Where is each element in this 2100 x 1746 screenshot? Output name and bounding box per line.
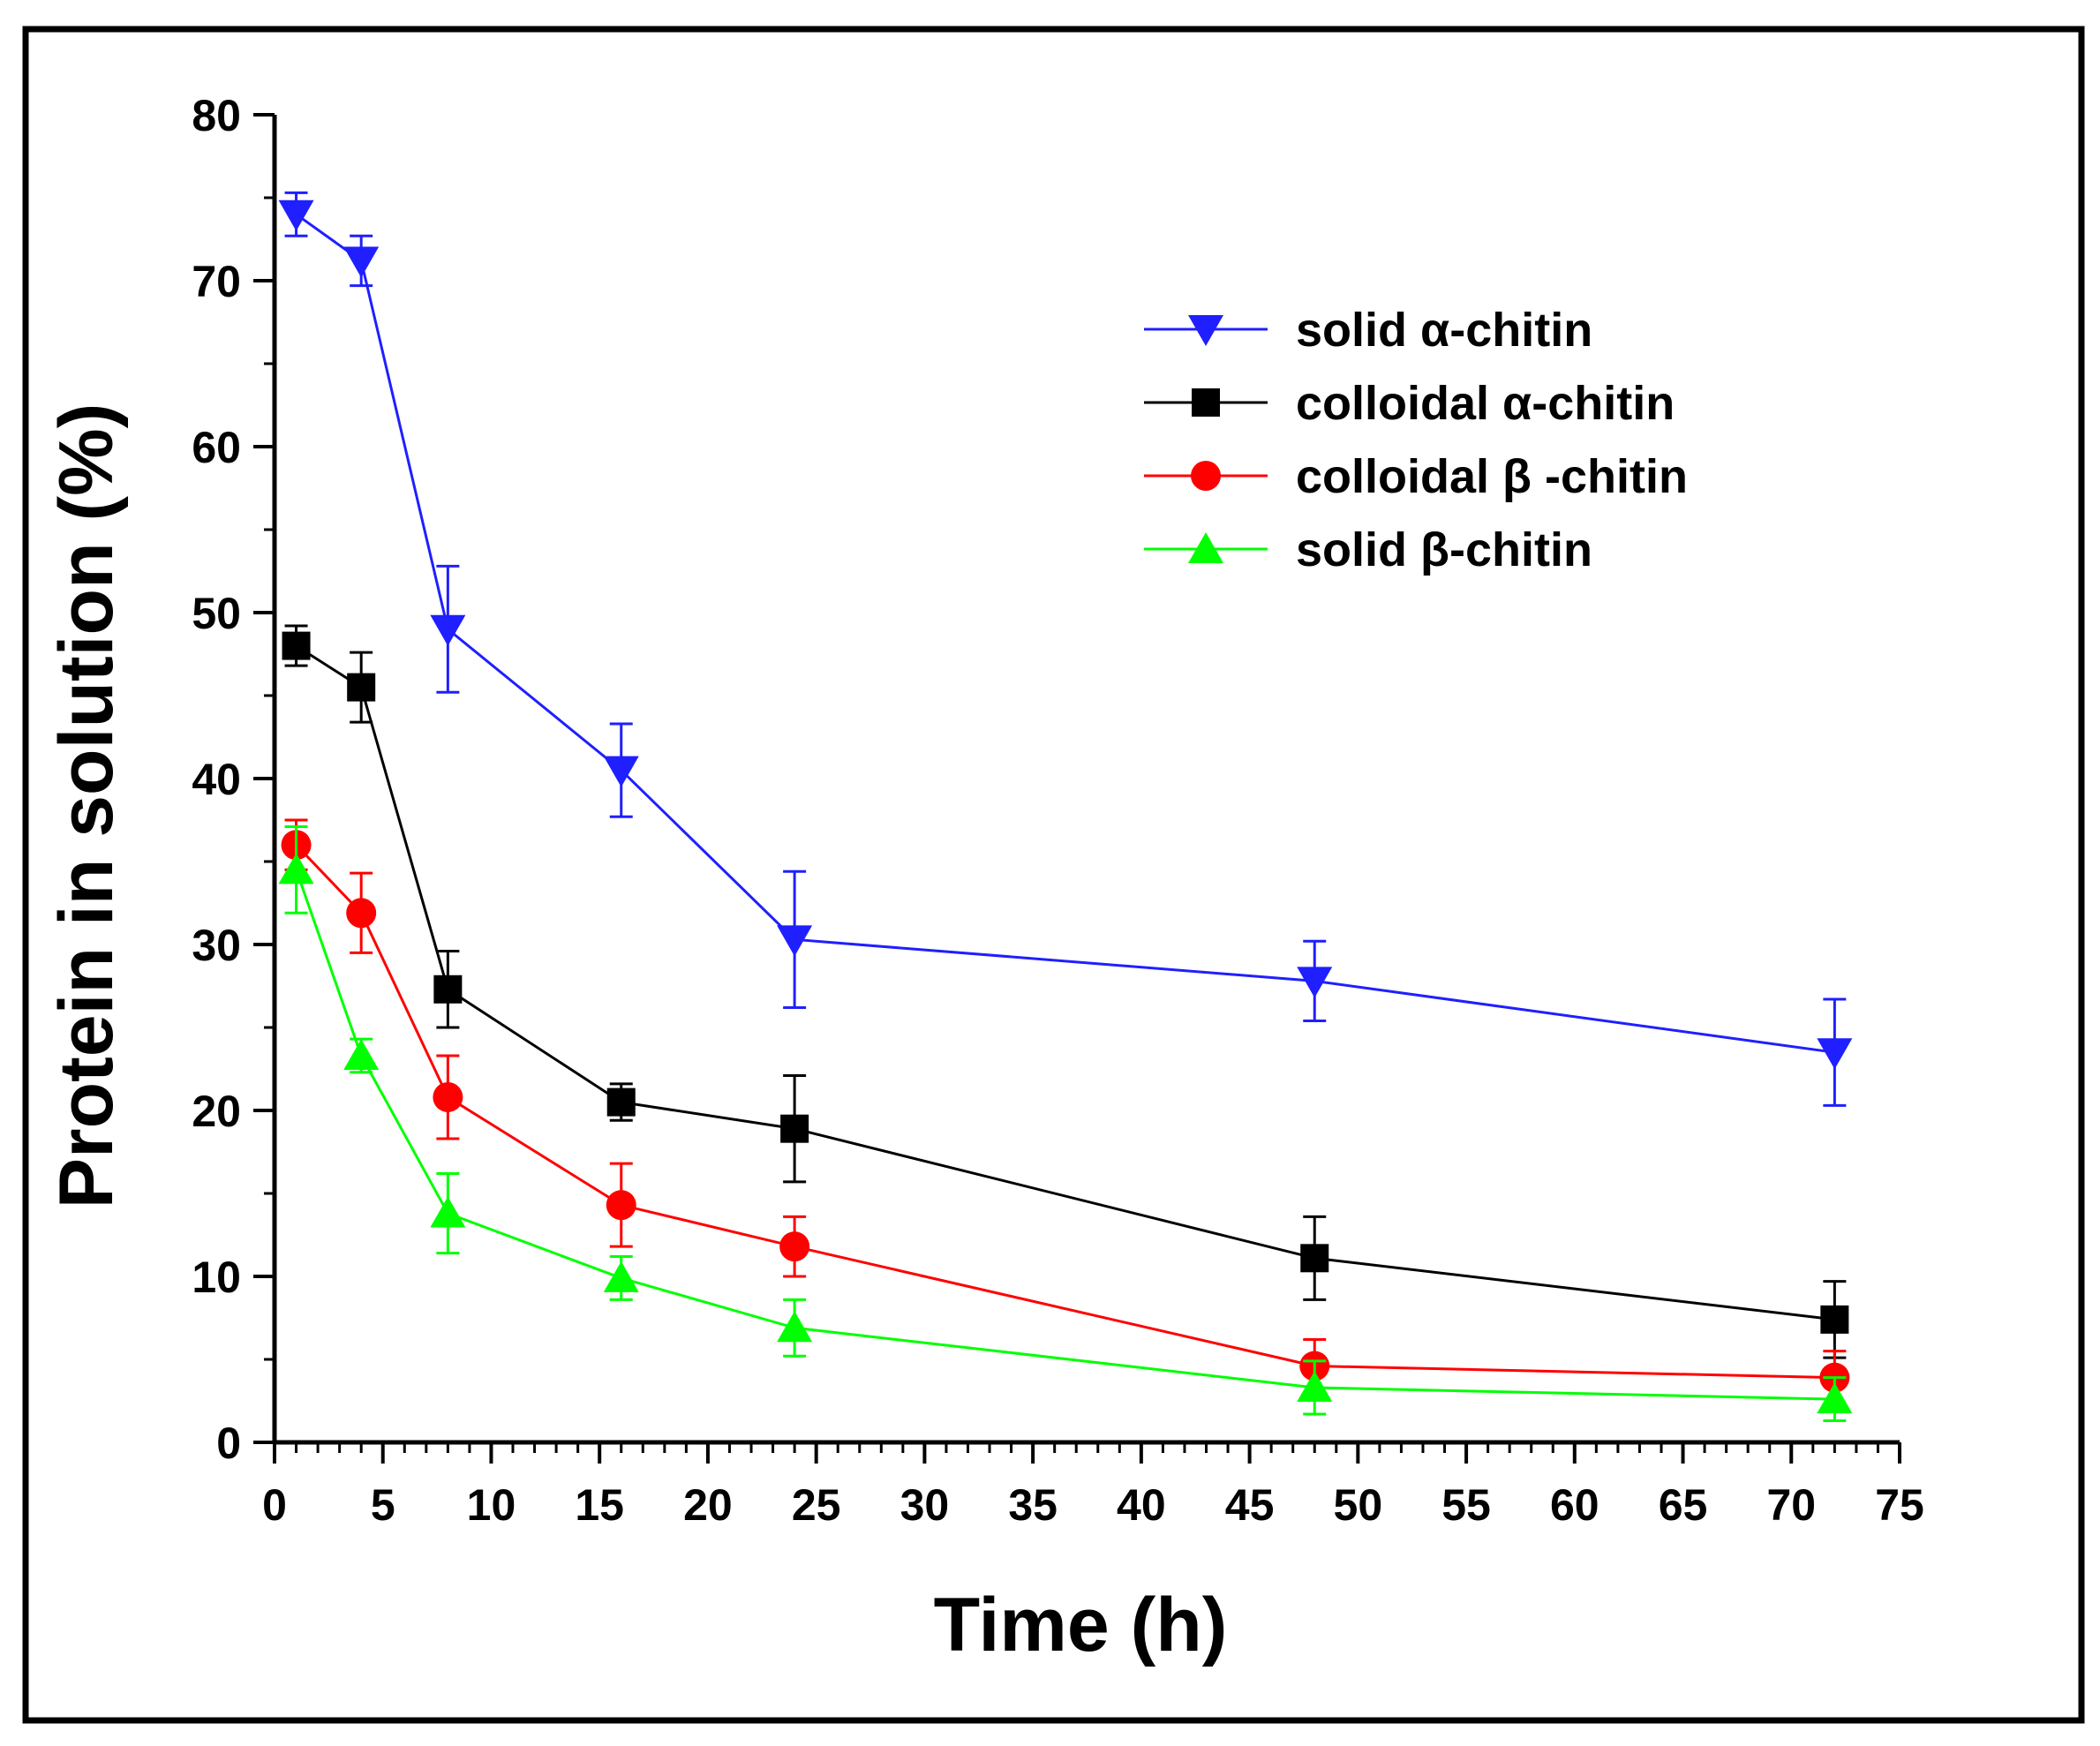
data-point — [430, 1196, 466, 1228]
data-point — [777, 1311, 813, 1343]
x-tick-label: 55 — [1441, 1480, 1491, 1530]
x-tick-label: 60 — [1550, 1480, 1599, 1530]
data-point — [780, 1114, 809, 1143]
x-tick-label: 25 — [792, 1480, 841, 1530]
legend-entry-1: solid α-chitin — [1144, 304, 1592, 357]
data-point — [603, 1261, 639, 1292]
y-tick-label: 0 — [216, 1419, 241, 1468]
x-tick-label: 70 — [1766, 1480, 1816, 1530]
series-4 — [278, 825, 1853, 1423]
y-tick-label: 50 — [192, 589, 241, 638]
data-point — [606, 1087, 636, 1117]
data-point — [1820, 1305, 1849, 1334]
legend-marker — [1191, 461, 1221, 491]
y-tick-label: 70 — [192, 257, 241, 306]
x-tick-label: 75 — [1875, 1480, 1924, 1530]
legend-entry-4: solid β-chitin — [1144, 523, 1592, 576]
y-tick-label: 40 — [192, 755, 241, 804]
x-tick-label: 50 — [1334, 1480, 1383, 1530]
data-point — [433, 975, 463, 1004]
figure-frame — [22, 26, 2085, 1724]
x-tick-label: 5 — [371, 1480, 395, 1530]
data-point — [777, 925, 813, 957]
legend: solid α-chitin colloidal α-chitin colloida… — [1144, 304, 1688, 576]
data-point — [433, 1081, 463, 1112]
x-tick-label: 15 — [575, 1480, 624, 1530]
data-point — [278, 199, 314, 231]
data-point — [430, 614, 466, 646]
data-point — [1817, 1038, 1853, 1070]
x-tick-label: 40 — [1117, 1480, 1166, 1530]
legend-label: solid α-chitin — [1296, 304, 1592, 357]
data-point — [1297, 1370, 1333, 1402]
x-tick-label: 10 — [467, 1480, 516, 1530]
data-point — [282, 631, 311, 660]
data-point — [1817, 1382, 1853, 1414]
data-point — [343, 1038, 380, 1070]
data-point — [779, 1231, 810, 1262]
y-tick-label: 80 — [192, 91, 241, 140]
y-tick-label: 60 — [192, 423, 241, 472]
data-point — [603, 756, 639, 787]
x-tick-label: 20 — [683, 1480, 733, 1530]
legend-marker — [1188, 315, 1223, 346]
legend-label: solid β-chitin — [1296, 523, 1592, 576]
y-axis-title: Protein in solution (%) — [44, 403, 129, 1209]
x-tick-label: 45 — [1225, 1480, 1275, 1530]
legend-entry-2: colloidal α-chitin — [1144, 377, 1675, 430]
x-tick-label: 35 — [1008, 1480, 1058, 1530]
x-tick-label: 30 — [900, 1480, 950, 1530]
data-point — [1300, 1244, 1329, 1273]
data-point — [343, 246, 380, 278]
data-point — [1297, 967, 1333, 998]
legend-marker — [1188, 532, 1223, 563]
data-point — [606, 1190, 636, 1221]
legend-entry-3: colloidal β -chitin — [1144, 450, 1688, 503]
data-series — [278, 191, 1853, 1423]
axes: 0 5 10 15 20 25 30 35 40 45 50 55 60 65 70 75 0 10 20 30 40 5… — [192, 91, 1923, 1530]
legend-label: colloidal α-chitin — [1296, 377, 1675, 430]
series-2 — [282, 624, 1849, 1359]
y-tick-label: 10 — [192, 1253, 241, 1302]
y-tick-label: 20 — [192, 1087, 241, 1136]
x-tick-label: 0 — [262, 1480, 287, 1530]
data-point — [278, 853, 314, 884]
data-point — [347, 673, 376, 702]
legend-label: colloidal β -chitin — [1296, 450, 1688, 503]
x-tick-label: 65 — [1659, 1480, 1708, 1530]
x-axis-title: Time (h) — [934, 1583, 1228, 1667]
legend-marker — [1192, 388, 1220, 417]
series-1 — [278, 191, 1853, 1107]
y-tick-label: 30 — [192, 921, 241, 970]
data-point — [346, 898, 377, 929]
